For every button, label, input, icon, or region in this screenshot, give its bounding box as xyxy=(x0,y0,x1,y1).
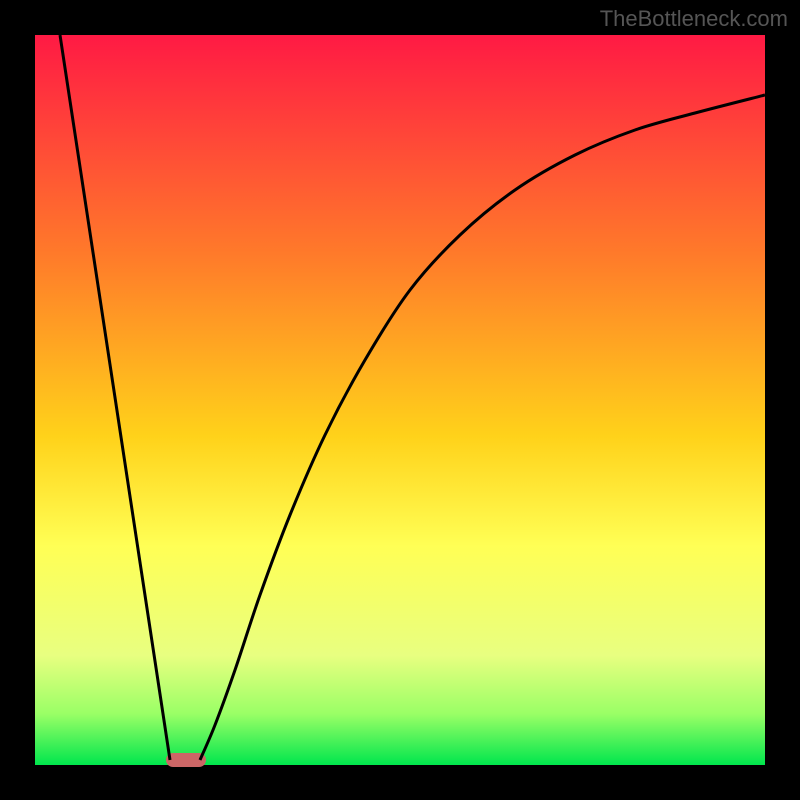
right-ascent-curve xyxy=(200,95,765,760)
left-descent-line xyxy=(60,35,170,760)
chart-container: TheBottleneck.com xyxy=(0,0,800,800)
watermark-text: TheBottleneck.com xyxy=(600,6,788,32)
plot-area xyxy=(35,35,765,765)
bottleneck-curves xyxy=(35,35,765,765)
